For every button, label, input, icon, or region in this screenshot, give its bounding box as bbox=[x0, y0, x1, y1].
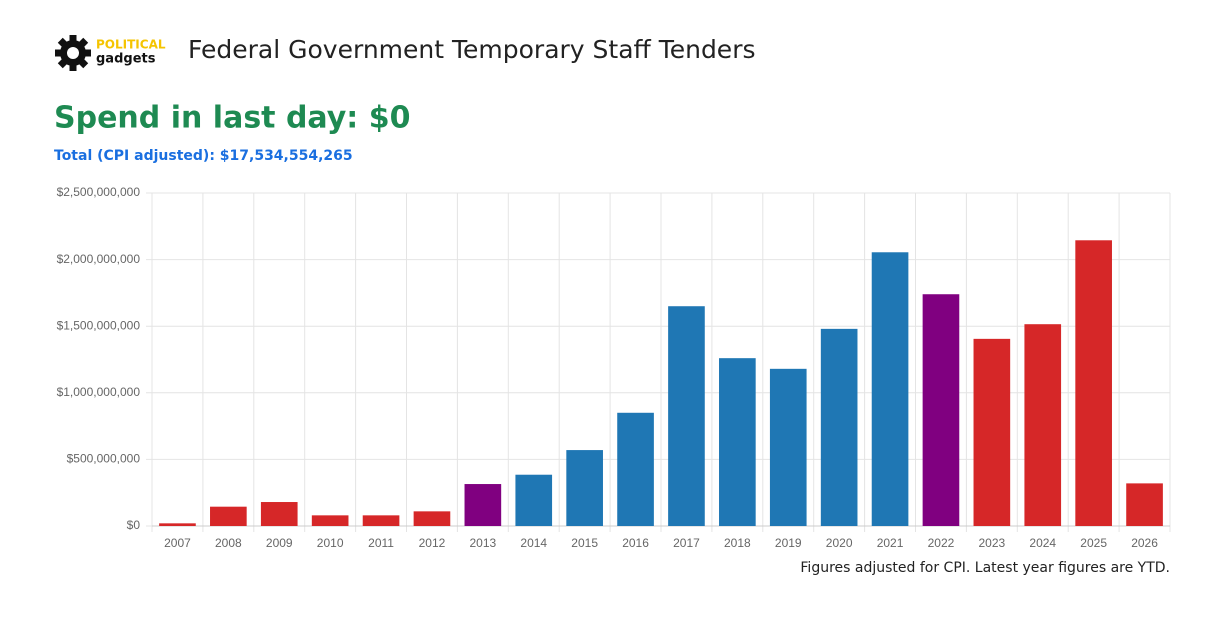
x-tick-label: 2015 bbox=[571, 536, 598, 550]
x-tick-label: 2008 bbox=[215, 536, 242, 550]
x-tick-label: 2011 bbox=[368, 536, 394, 550]
x-tick-label: 2026 bbox=[1131, 536, 1158, 550]
x-tick-label: 2010 bbox=[317, 536, 344, 550]
page-title: Federal Government Temporary Staff Tende… bbox=[188, 35, 756, 64]
x-tick-label: 2024 bbox=[1029, 536, 1056, 550]
x-tick-label: 2018 bbox=[724, 536, 751, 550]
y-tick-label: $500,000,000 bbox=[67, 452, 141, 466]
bar bbox=[1024, 324, 1062, 526]
bar bbox=[210, 506, 247, 526]
bar bbox=[311, 515, 349, 526]
bar bbox=[922, 294, 960, 526]
bar bbox=[719, 358, 756, 526]
x-tick-label: 2017 bbox=[673, 536, 700, 550]
bar bbox=[464, 484, 502, 526]
x-tick-label: 2020 bbox=[826, 536, 853, 550]
x-tick-label: 2023 bbox=[978, 536, 1005, 550]
y-tick-label: $2,000,000,000 bbox=[57, 252, 141, 266]
y-tick-label: $0 bbox=[127, 518, 141, 532]
x-tick-label: 2014 bbox=[520, 536, 547, 550]
bar bbox=[871, 252, 909, 527]
x-tick-label: 2012 bbox=[419, 536, 446, 550]
bar bbox=[1126, 483, 1163, 526]
x-tick-label: 2013 bbox=[469, 536, 496, 550]
logo-icon bbox=[55, 35, 91, 71]
bar bbox=[515, 474, 553, 526]
x-tick-label: 2022 bbox=[928, 536, 955, 550]
bar bbox=[820, 328, 858, 526]
bar bbox=[362, 515, 400, 526]
total: Total (CPI adjusted): $17,534,554,265 bbox=[54, 148, 353, 164]
bar bbox=[1075, 240, 1112, 526]
bar bbox=[159, 523, 196, 526]
x-tick-label: 2021 bbox=[877, 536, 904, 550]
bar bbox=[668, 306, 705, 526]
x-tick-label: 2007 bbox=[164, 536, 191, 550]
logo-top: POLITICAL bbox=[96, 38, 166, 52]
y-tick-label: $1,500,000,000 bbox=[57, 318, 141, 332]
x-tick-label: 2025 bbox=[1080, 536, 1107, 550]
footnote: Figures adjusted for CPI. Latest year fi… bbox=[800, 560, 1170, 576]
x-tick-label: 2016 bbox=[622, 536, 649, 550]
x-tick-label: 2019 bbox=[775, 536, 802, 550]
logo-bottom: gadgets bbox=[96, 52, 156, 67]
headline: Spend in last day: $0 bbox=[54, 101, 411, 136]
bar bbox=[973, 338, 1011, 526]
y-tick-label: $2,500,000,000 bbox=[57, 185, 141, 199]
x-tick-label: 2009 bbox=[266, 536, 293, 550]
y-tick-label: $1,000,000,000 bbox=[57, 385, 141, 399]
bar bbox=[260, 502, 298, 526]
bar bbox=[769, 368, 807, 526]
bar bbox=[413, 511, 451, 526]
bar bbox=[617, 412, 654, 526]
bar bbox=[566, 450, 603, 526]
